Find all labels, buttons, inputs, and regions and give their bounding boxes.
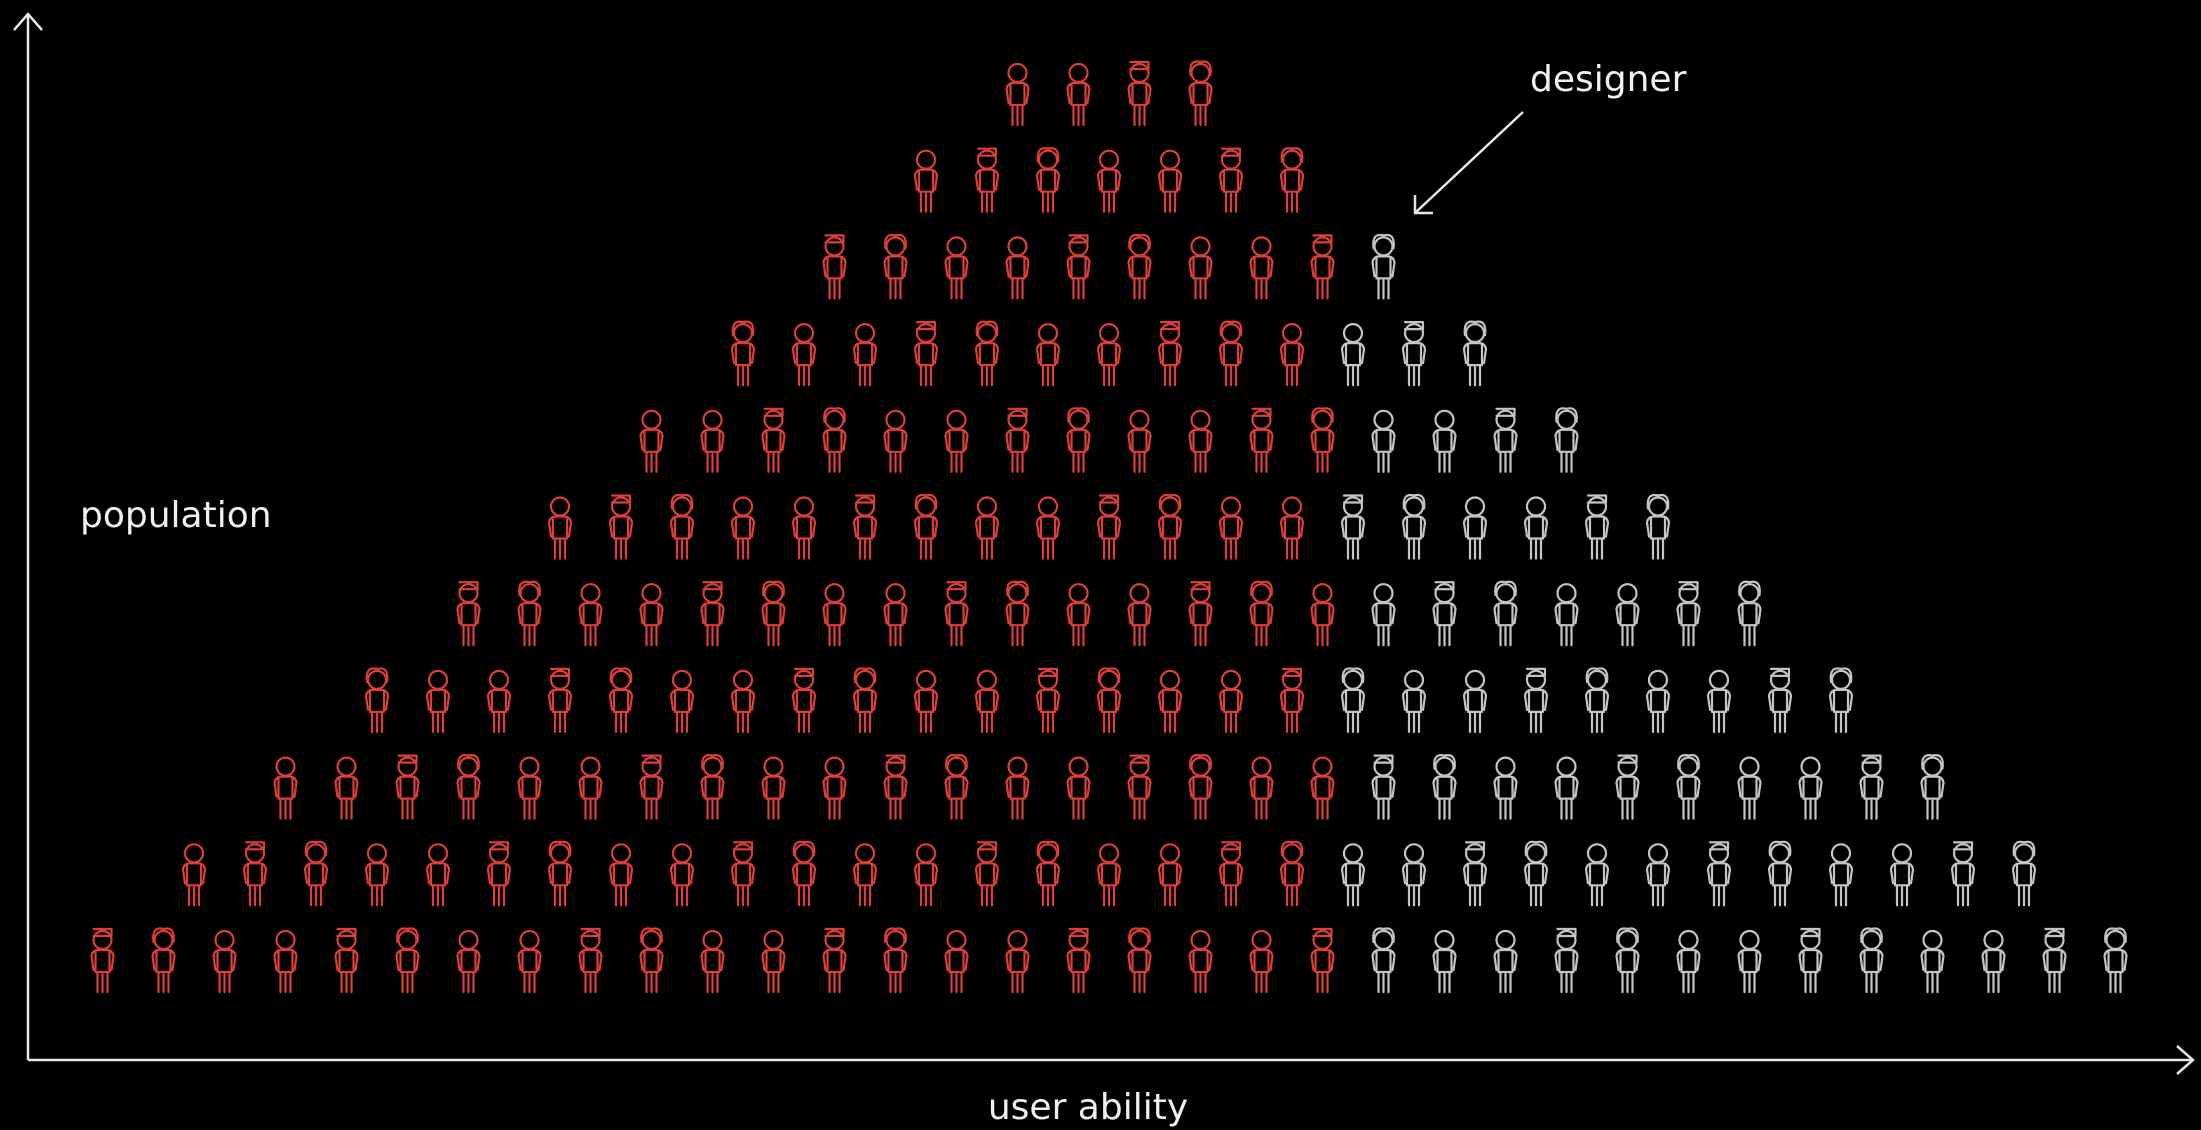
x-axis-label: user ability (988, 1087, 1188, 1128)
y-axis-label: population (80, 495, 272, 536)
diagram: population user ability designer (0, 0, 2201, 1130)
designer-label: designer (1530, 59, 1687, 100)
background (0, 0, 2201, 1130)
